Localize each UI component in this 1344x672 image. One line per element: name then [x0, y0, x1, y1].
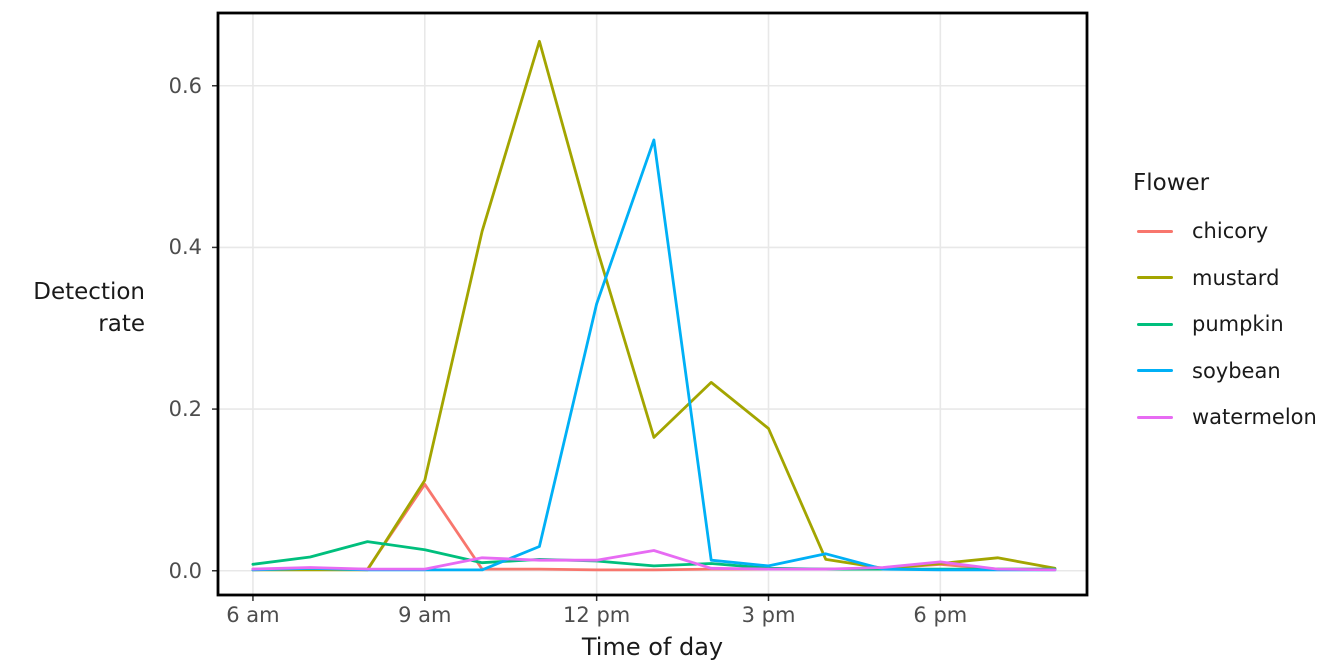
series-line-mustard [251, 39, 1057, 572]
legend-item-pumpkin: pumpkin [1133, 301, 1317, 348]
x-axis-title: Time of day [581, 633, 724, 661]
legend-label: soybean [1192, 358, 1281, 383]
legend-label: chicory [1192, 219, 1269, 244]
x-tick-label: 3 pm [741, 603, 796, 627]
legend-item-soybean: soybean [1133, 348, 1317, 395]
legend: Flower chicory mustard pumpkin soybean w… [1133, 170, 1317, 429]
legend-key-line-icon [1137, 229, 1173, 233]
legend-key-line-icon [1137, 322, 1173, 326]
y-tick-label: 0.6 [168, 73, 202, 98]
legend-key-line-icon [1137, 369, 1173, 373]
legend-item-chicory: chicory [1133, 208, 1317, 255]
legend-label: watermelon [1192, 405, 1317, 430]
series-line-watermelon [251, 549, 1057, 572]
x-tick-label: 9 am [398, 603, 452, 627]
y-tick-label: 0.0 [168, 558, 202, 583]
y-axis-title-line1: Detection [33, 279, 145, 305]
legend-key-line-icon [1137, 276, 1173, 280]
series-line-soybean [251, 138, 1057, 572]
legend-label: mustard [1192, 265, 1280, 290]
legend-item-mustard: mustard [1133, 255, 1317, 302]
panel-border [216, 11, 1089, 597]
y-tick-label: 0.2 [168, 397, 202, 422]
y-tick-label: 0.4 [168, 235, 202, 260]
x-tick-label: 6 pm [913, 603, 968, 627]
legend-title: Flower [1133, 170, 1210, 196]
y-axis-title-line2: rate [98, 311, 145, 337]
y-axis-title: Detection rate [0, 276, 145, 340]
legend-item-watermelon: watermelon [1133, 394, 1317, 441]
legend-items: chicory mustard pumpkin soybean watermel… [1133, 208, 1317, 441]
legend-key-line-icon [1137, 415, 1173, 419]
x-tick-label: 12 pm [563, 603, 631, 627]
legend-label: pumpkin [1192, 312, 1284, 337]
x-tick-label: 6 am [226, 603, 280, 627]
series-line-chicory [251, 482, 1057, 572]
